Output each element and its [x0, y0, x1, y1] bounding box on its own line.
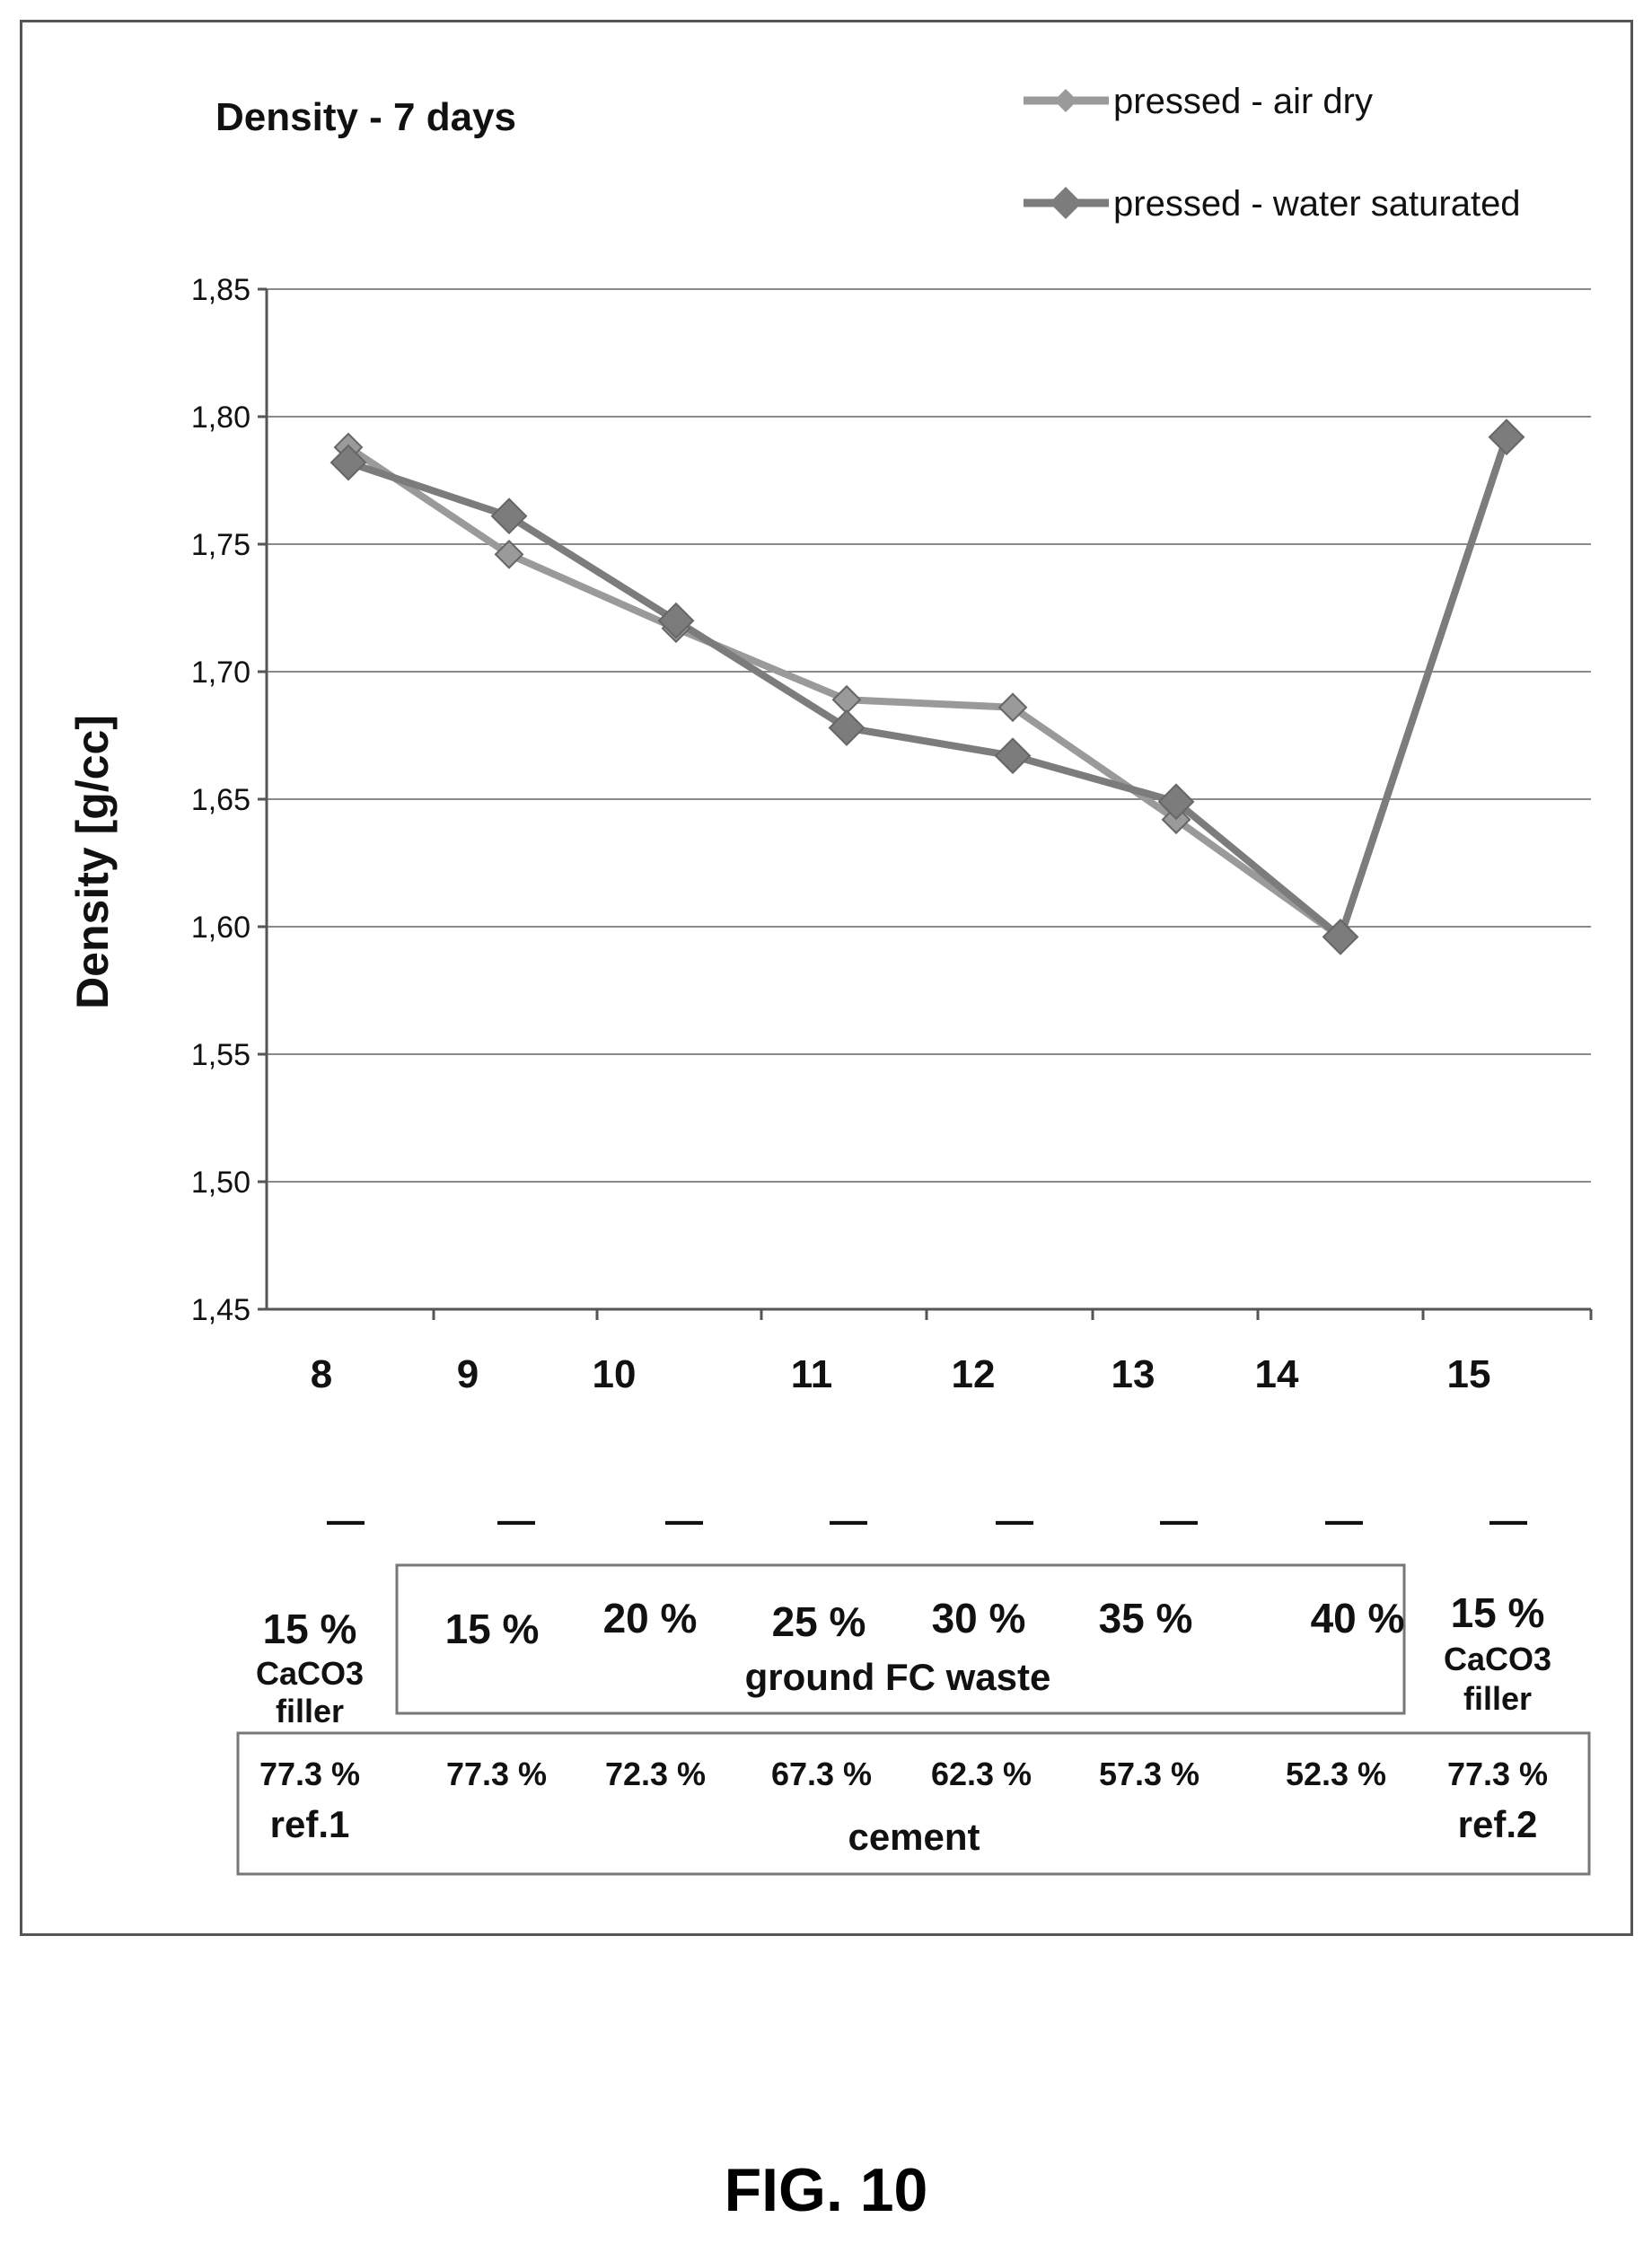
cement-pct: 62.3 % — [931, 1756, 1032, 1792]
legend-label-air-dry: pressed - air dry — [1113, 82, 1373, 121]
cement-pct: 77.3 % — [1447, 1756, 1548, 1792]
ref2-pct: 15 % — [1451, 1589, 1545, 1636]
x-tick-label: 12 — [952, 1352, 996, 1396]
x-tick-label: 15 — [1447, 1352, 1491, 1396]
density-chart: Density - 7 days pressed - air dry press… — [67, 82, 1593, 1876]
cement-pct: 77.3 % — [446, 1756, 547, 1792]
y-tick-label: 1,75 — [191, 528, 250, 562]
marker-air-dry — [997, 692, 1028, 723]
ref1-filler-line2: filler — [276, 1693, 344, 1729]
dash-mark: — — [1160, 1499, 1198, 1541]
axes — [265, 289, 1591, 1311]
x-tick-label: 9 — [457, 1352, 479, 1396]
x-tick-labels: 8 9 10 11 12 13 14 15 — [311, 1352, 1491, 1396]
x-tick-label: 11 — [791, 1352, 833, 1396]
fc-waste-percentages: 15 % 20 % 25 % 30 % 35 % 40 % — [445, 1595, 1405, 1652]
dash-mark: — — [996, 1499, 1033, 1541]
fc-waste-pct: 35 % — [1099, 1595, 1193, 1641]
fc-waste-pct: 25 % — [772, 1598, 866, 1645]
cement-pct: 72.3 % — [605, 1756, 706, 1792]
fc-waste-pct: 15 % — [445, 1606, 540, 1652]
marker-water-saturated — [1157, 783, 1195, 821]
gridlines — [258, 287, 1591, 1311]
marker-water-saturated — [657, 602, 695, 639]
y-tick-label: 1,70 — [191, 656, 250, 690]
x-tick-label: 14 — [1255, 1352, 1299, 1396]
x-tick-label: 8 — [311, 1352, 332, 1396]
x-tick-label: 13 — [1112, 1352, 1156, 1396]
marker-air-dry — [494, 539, 524, 569]
marker-water-saturated — [490, 497, 528, 535]
cement-percentages: 77.3 % 77.3 % 72.3 % 67.3 % 62.3 % 57.3 % 52.3… — [259, 1756, 1548, 1792]
figure-caption: FIG. 10 — [724, 2156, 928, 2224]
fc-waste-pct: 20 % — [603, 1595, 698, 1641]
fc-waste-pct: 30 % — [932, 1595, 1026, 1641]
cement-label: cement — [848, 1816, 980, 1858]
legend-marker-air-dry — [1054, 89, 1077, 112]
cement-pct: 57.3 % — [1099, 1756, 1199, 1792]
x-tick-marks — [432, 1309, 1593, 1320]
y-tick-label: 1,60 — [191, 911, 250, 945]
legend-marker-water-saturated — [1050, 187, 1082, 219]
x-tick-label: 10 — [593, 1352, 637, 1396]
ref2-filler-line1: CaCO3 — [1444, 1641, 1551, 1677]
legend-item-water-saturated: pressed - water saturated — [1024, 184, 1521, 224]
cement-pct: 67.3 % — [771, 1756, 872, 1792]
marker-water-saturated — [828, 709, 866, 746]
y-tick-label: 1,80 — [191, 400, 250, 435]
dash-mark: — — [665, 1499, 703, 1541]
dash-row: — — — — — — — — — [327, 1499, 1527, 1541]
legend: pressed - air dry pressed - water satura… — [1024, 82, 1521, 224]
marker-water-saturated — [994, 737, 1032, 775]
y-tick-label: 1,45 — [191, 1293, 250, 1327]
marker-water-saturated — [1488, 418, 1525, 456]
y-tick-labels: 1,85 1,80 1,75 1,70 1,65 1,60 1,55 1,50 1,45 — [191, 273, 250, 1327]
cement-box — [236, 1731, 1591, 1876]
series-markers — [330, 418, 1525, 955]
series-lines — [346, 436, 1510, 941]
legend-item-air-dry: pressed - air dry — [1024, 82, 1373, 121]
ref2-label: ref.2 — [1458, 1803, 1538, 1845]
marker-water-saturated — [330, 444, 367, 481]
fc-waste-box — [395, 1563, 1406, 1715]
dash-mark: — — [327, 1499, 365, 1541]
y-tick-label: 1,55 — [191, 1038, 250, 1072]
cement-pct: 52.3 % — [1286, 1756, 1386, 1792]
ref1-filler-line1: CaCO3 — [256, 1655, 364, 1692]
y-axis-label: Density [g/cc] — [67, 715, 118, 1009]
dash-mark: — — [830, 1499, 867, 1541]
dash-mark: — — [1489, 1499, 1527, 1541]
cement-pct: 77.3 % — [259, 1756, 360, 1792]
marker-air-dry — [831, 684, 862, 715]
marker-water-saturated — [1322, 918, 1359, 955]
chart-frame — [20, 20, 1633, 1936]
ref1-label: ref.1 — [270, 1803, 350, 1845]
y-tick-label: 1,50 — [191, 1166, 250, 1200]
ref1-pct: 15 % — [263, 1606, 357, 1652]
ref2-filler-line2: filler — [1463, 1680, 1532, 1717]
y-tick-label: 1,85 — [191, 273, 250, 307]
y-tick-label: 1,65 — [191, 783, 250, 817]
dash-mark: — — [497, 1499, 535, 1541]
series-line-water-saturated — [347, 436, 1510, 941]
fc-waste-pct: 40 % — [1311, 1595, 1405, 1641]
fc-waste-label: ground FC waste — [745, 1656, 1051, 1698]
legend-label-water-saturated: pressed - water saturated — [1113, 184, 1521, 224]
dash-mark: — — [1325, 1499, 1363, 1541]
chart-title: Density - 7 days — [215, 95, 516, 139]
